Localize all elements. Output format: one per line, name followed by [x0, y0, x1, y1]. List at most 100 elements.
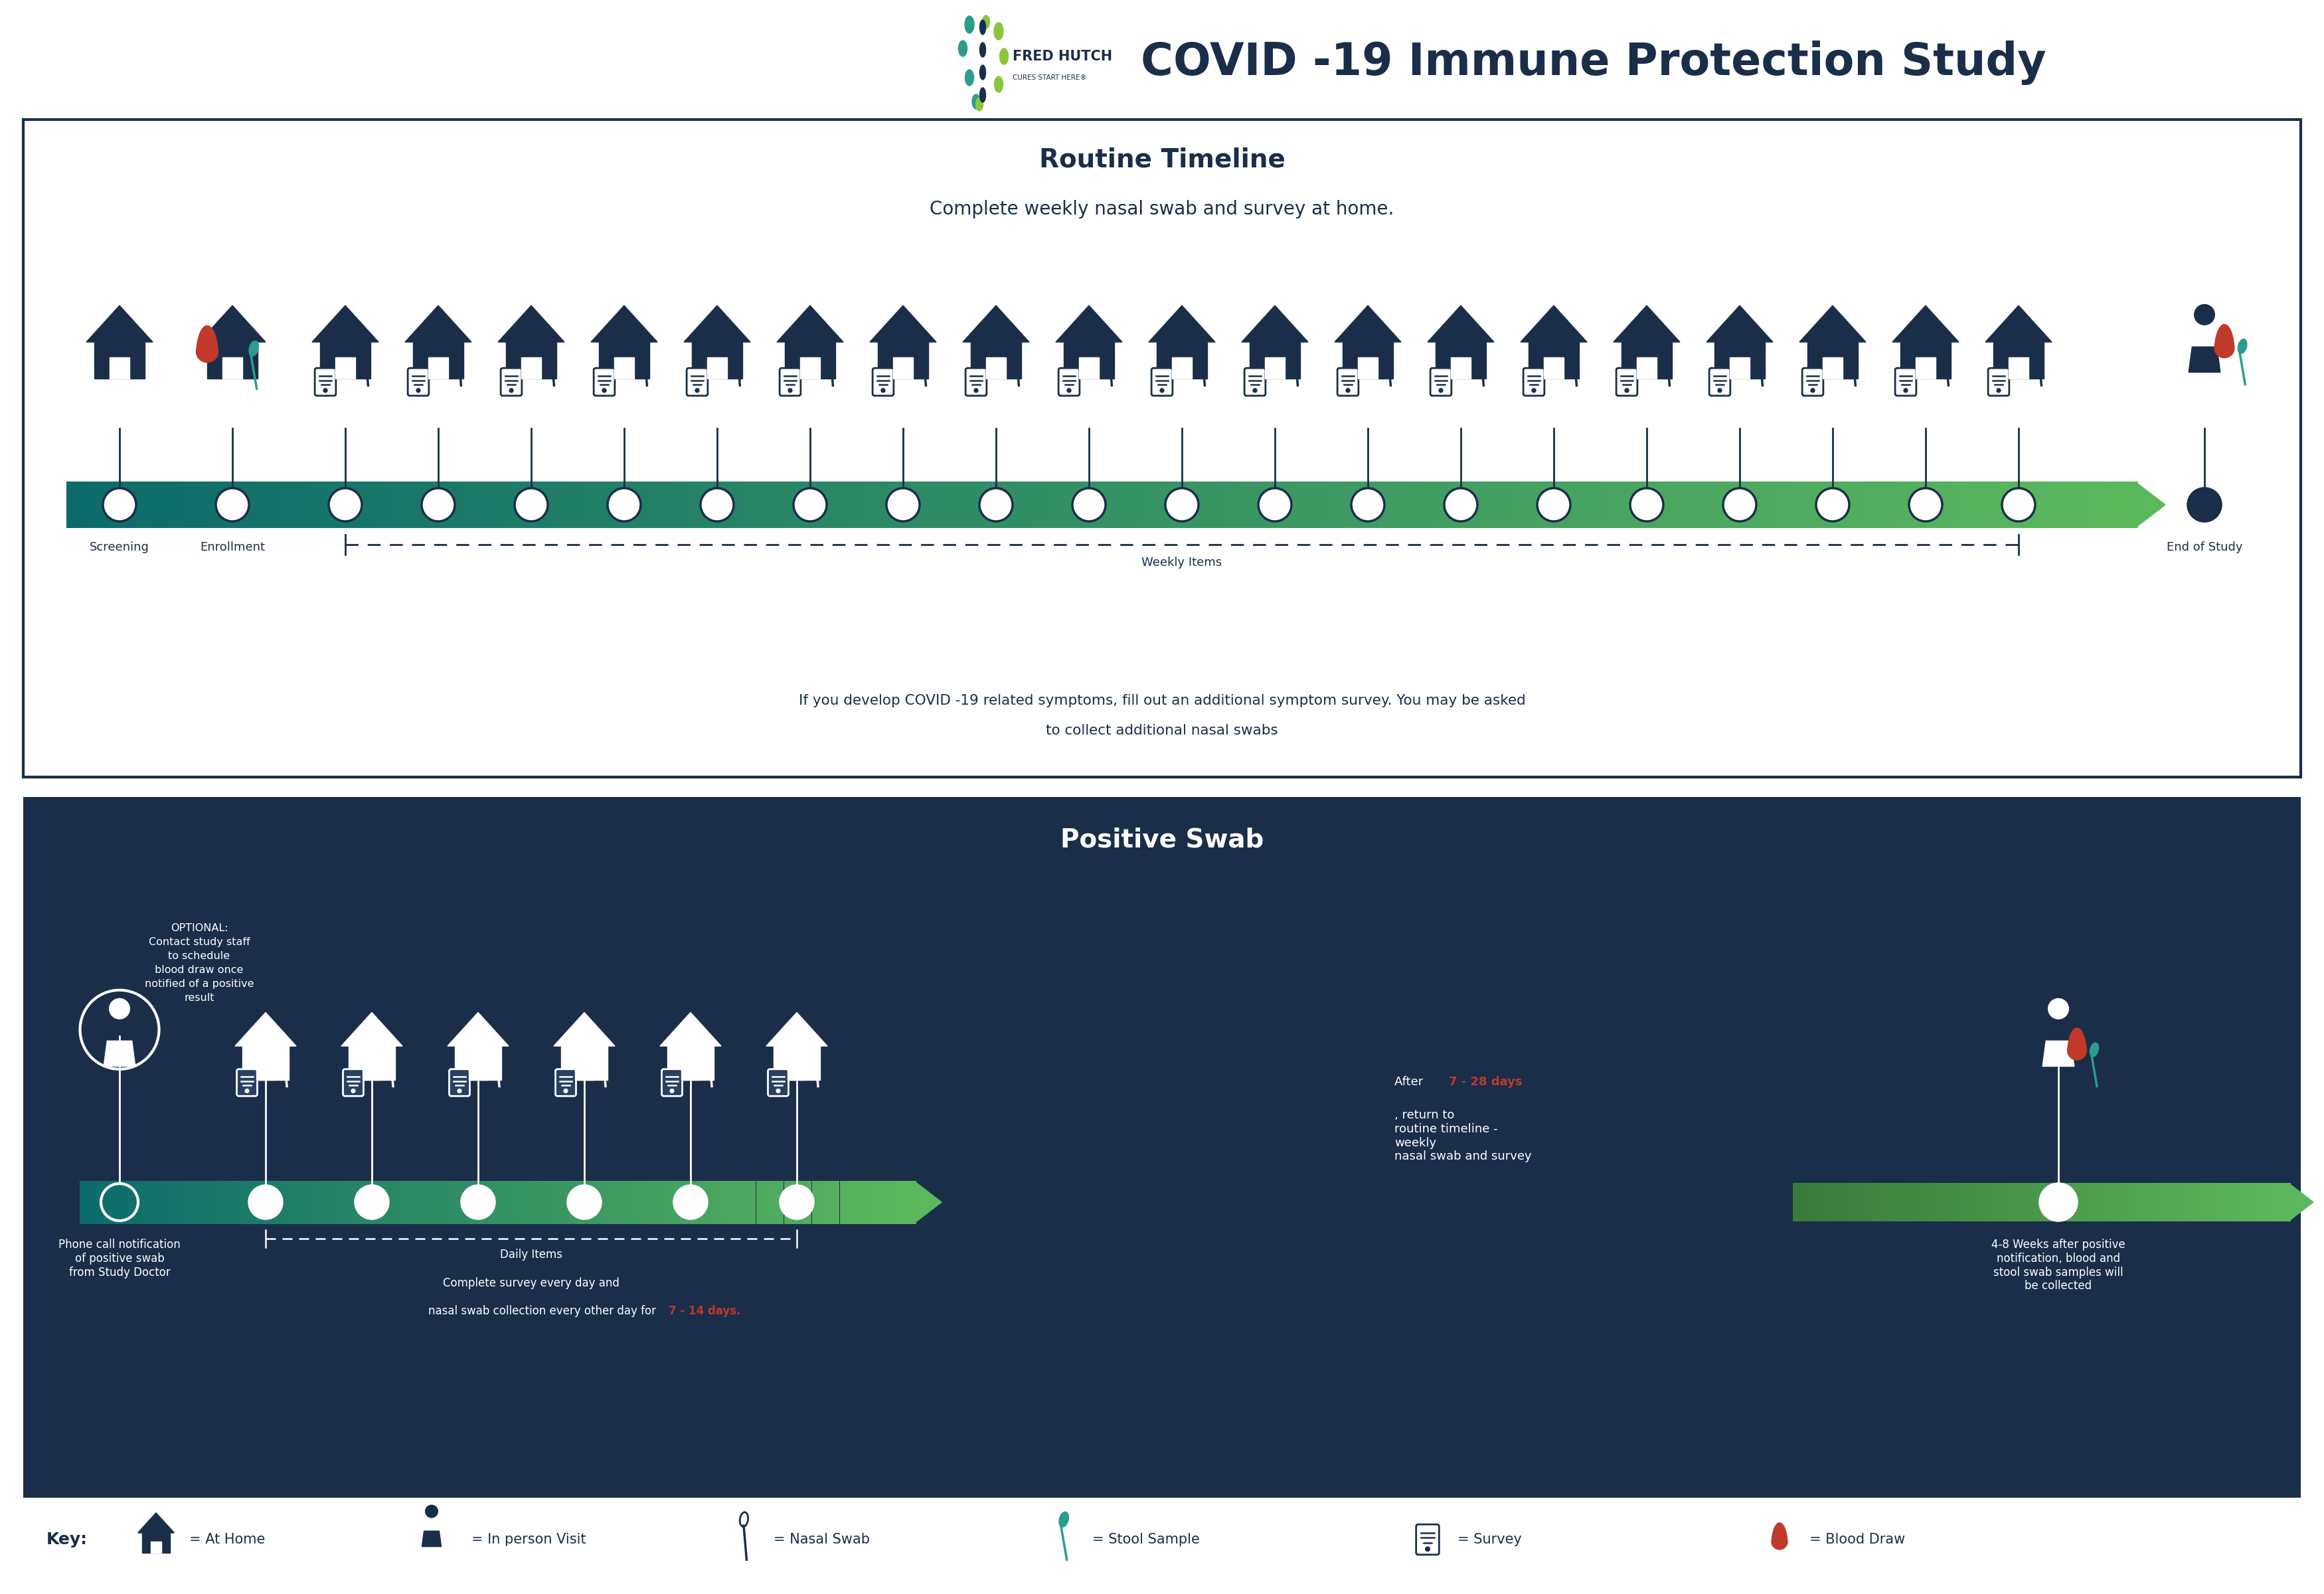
FancyBboxPatch shape	[1057, 368, 1081, 395]
Bar	[100, 481, 119, 528]
FancyBboxPatch shape	[314, 368, 337, 395]
Circle shape	[109, 998, 130, 1019]
Circle shape	[1629, 488, 1664, 521]
Bar	[2054, 1183, 2059, 1221]
Circle shape	[514, 488, 548, 521]
Polygon shape	[683, 306, 751, 343]
Bar	[1188, 481, 1206, 528]
Bar	[309, 481, 325, 528]
Text: End of Study: End of Study	[2166, 542, 2243, 553]
Bar	[84, 481, 100, 528]
Bar	[2017, 1183, 2022, 1221]
Polygon shape	[497, 306, 565, 343]
Bar	[637, 481, 653, 528]
Circle shape	[1722, 488, 1757, 521]
Bar	[1241, 481, 1257, 528]
Circle shape	[788, 389, 792, 392]
Bar	[2275, 1183, 2278, 1221]
Bar	[1885, 1183, 1889, 1221]
Bar	[1120, 481, 1136, 528]
Bar	[335, 357, 356, 378]
Text: 4-8 Weeks after positive
notification, blood and
stool swab samples will
be coll: 4-8 Weeks after positive notification, b…	[1992, 1239, 2126, 1293]
Polygon shape	[767, 1012, 827, 1046]
Text: = Blood Draw: = Blood Draw	[1810, 1533, 1906, 1546]
Bar	[1808, 343, 1857, 378]
Bar	[860, 481, 878, 528]
Bar	[888, 1181, 895, 1224]
Circle shape	[458, 1089, 462, 1093]
Bar	[446, 481, 462, 528]
FancyBboxPatch shape	[1522, 368, 1545, 395]
Text: = In person Visit: = In person Visit	[472, 1533, 586, 1546]
Bar	[600, 343, 648, 378]
Text: FRED HUTCH: FRED HUTCH	[1013, 49, 1113, 64]
Bar	[456, 1046, 502, 1079]
Bar	[1908, 1183, 1913, 1221]
Bar	[256, 481, 274, 528]
Bar	[1034, 481, 1050, 528]
Bar	[595, 1181, 602, 1224]
Bar	[2171, 1183, 2175, 1221]
Text: Positive Swab: Positive Swab	[1060, 827, 1264, 853]
Bar	[288, 1181, 295, 1224]
Polygon shape	[2043, 1041, 2075, 1066]
Bar	[2203, 1183, 2208, 1221]
Bar	[211, 1181, 218, 1224]
Bar	[1994, 343, 2043, 378]
Bar	[1292, 481, 1308, 528]
Bar	[1950, 1183, 1954, 1221]
Bar	[128, 1181, 135, 1224]
Bar	[469, 1181, 476, 1224]
Bar	[1964, 1183, 1966, 1221]
Bar	[1706, 481, 1724, 528]
Bar	[1436, 343, 1485, 378]
Circle shape	[216, 488, 249, 521]
Bar	[1992, 1183, 1996, 1221]
FancyBboxPatch shape	[1708, 368, 1731, 395]
Bar	[223, 357, 242, 378]
Bar	[797, 1181, 804, 1224]
Bar	[623, 1181, 630, 1224]
Bar	[156, 1181, 163, 1224]
Bar	[1855, 1183, 1859, 1221]
Bar	[469, 1060, 488, 1079]
Circle shape	[2001, 488, 2036, 521]
Text: OPTIONAL:
Contact study staff
to schedule
blood draw once
notified of a positive: OPTIONAL: Contact study staff to schedul…	[144, 923, 253, 1003]
Bar	[1724, 481, 1741, 528]
Text: Key:: Key:	[46, 1532, 88, 1548]
Bar	[2113, 1183, 2117, 1221]
Bar	[881, 1181, 888, 1224]
Bar	[985, 357, 1006, 378]
Bar	[686, 1181, 693, 1224]
Circle shape	[695, 389, 700, 392]
Bar	[581, 1181, 588, 1224]
Bar	[2250, 1183, 2254, 1221]
Polygon shape	[1241, 306, 1308, 343]
Bar	[239, 1181, 246, 1224]
Text: = At Home: = At Home	[188, 1533, 265, 1546]
Bar	[839, 1181, 846, 1224]
FancyBboxPatch shape	[1894, 368, 1917, 395]
Bar	[135, 1181, 142, 1224]
Bar	[490, 1181, 497, 1224]
FancyBboxPatch shape	[344, 1070, 363, 1097]
Bar	[788, 1060, 806, 1079]
Bar	[1831, 1183, 1834, 1221]
Bar	[614, 357, 634, 378]
Bar	[2043, 1183, 2045, 1221]
Circle shape	[792, 488, 827, 521]
FancyBboxPatch shape	[779, 368, 802, 395]
Bar	[1534, 481, 1550, 528]
Polygon shape	[404, 306, 472, 343]
Bar	[1975, 1183, 1980, 1221]
Bar	[1222, 481, 1241, 528]
Circle shape	[1160, 389, 1164, 392]
Bar	[2101, 1183, 2103, 1221]
Bar	[2059, 1183, 2064, 1221]
Bar	[799, 357, 820, 378]
Bar	[407, 1181, 414, 1224]
Bar	[809, 481, 825, 528]
Bar	[411, 481, 430, 528]
Polygon shape	[105, 1041, 135, 1066]
Bar	[878, 481, 895, 528]
